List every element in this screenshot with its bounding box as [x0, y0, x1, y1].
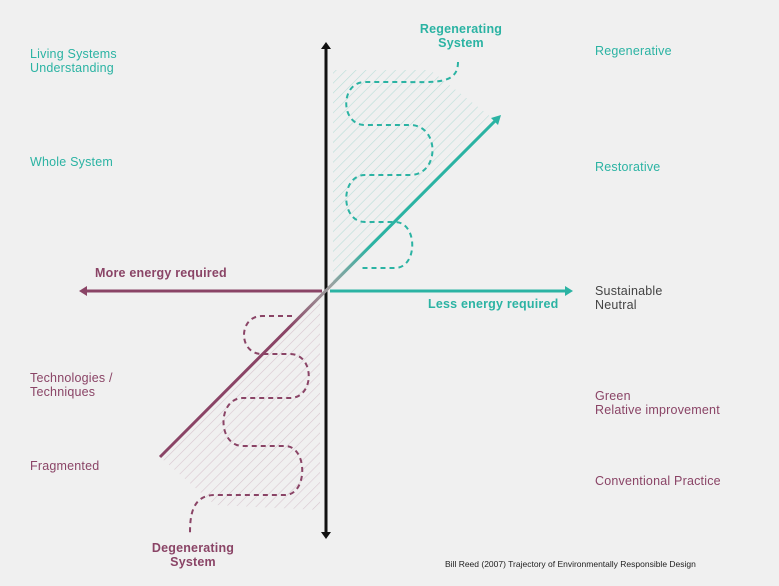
trajectory-arrowhead — [491, 115, 501, 125]
fragmented-label: Fragmented — [30, 459, 100, 473]
restorative-label: Restorative — [595, 160, 661, 174]
degenerating-hatch-region — [160, 300, 320, 510]
living-systems-label: Living Systems Understanding — [30, 47, 117, 75]
less-energy-arrowhead — [565, 286, 573, 296]
credit-caption: Bill Reed (2007) Trajectory of Environme… — [445, 559, 696, 569]
more-energy-label: More energy required — [95, 266, 227, 280]
sustainable-label: Sustainable Neutral — [595, 284, 663, 312]
technologies-label: Technologies / Techniques — [30, 371, 113, 399]
less-energy-label: Less energy required — [428, 297, 559, 311]
green-label: Green Relative improvement — [595, 389, 720, 417]
trajectory-line — [158, 118, 498, 459]
conventional-practice-label: Conventional Practice — [595, 474, 721, 488]
vertical-axis-top-arrow — [321, 42, 331, 49]
degenerating-system-label: Degenerating System — [151, 541, 235, 569]
more-energy-arrowhead — [79, 286, 87, 296]
regenerating-system-label: Regenerating System — [419, 22, 503, 50]
whole-system-label: Whole System — [30, 155, 113, 169]
regenerative-label: Regenerative — [595, 44, 672, 58]
regenerating-squiggle-path — [345, 61, 459, 269]
vertical-axis-bottom-arrow — [321, 532, 331, 539]
regenerating-hatch-region — [333, 70, 495, 285]
degenerating-squiggle-path — [189, 315, 310, 536]
